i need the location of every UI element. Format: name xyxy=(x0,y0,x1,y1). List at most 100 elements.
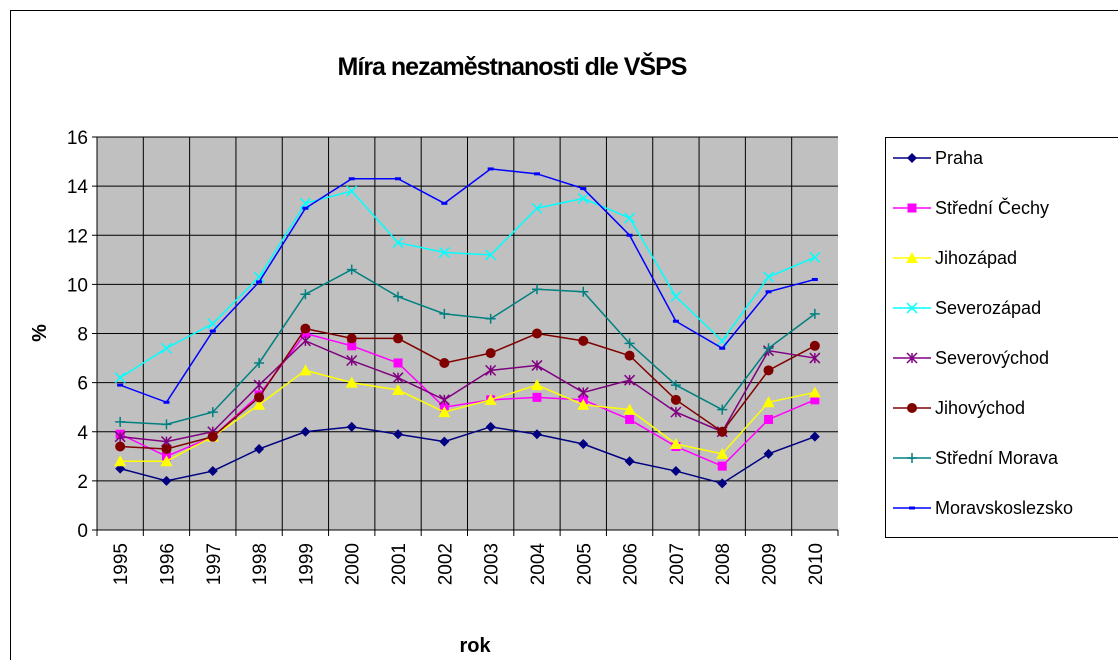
x-tick-label: 2000 xyxy=(343,543,364,585)
marker xyxy=(764,414,774,424)
marker xyxy=(254,357,265,368)
legend-label: Praha xyxy=(935,148,984,168)
marker xyxy=(906,352,918,364)
marker xyxy=(533,172,540,176)
y-tick-label: 10 xyxy=(67,275,88,296)
legend-label: Střední Čechy xyxy=(935,197,1049,218)
marker xyxy=(577,386,589,398)
marker xyxy=(392,237,404,249)
marker xyxy=(161,443,172,454)
marker xyxy=(719,346,726,350)
marker xyxy=(160,455,173,467)
marker xyxy=(299,335,311,347)
marker xyxy=(717,461,727,471)
marker xyxy=(392,383,405,395)
marker xyxy=(530,379,543,391)
marker xyxy=(670,394,681,405)
marker xyxy=(809,340,820,351)
marker xyxy=(441,201,448,205)
marker xyxy=(256,280,263,284)
marker xyxy=(160,342,172,354)
marker xyxy=(716,447,729,459)
marker xyxy=(207,407,218,418)
series-line xyxy=(120,339,815,443)
y-tick-label: 4 xyxy=(77,423,88,444)
marker xyxy=(577,398,590,410)
marker xyxy=(161,419,172,430)
marker xyxy=(439,357,450,368)
marker xyxy=(809,431,820,442)
marker xyxy=(624,212,636,224)
marker xyxy=(115,441,126,452)
x-tick-label: 2005 xyxy=(574,543,595,585)
marker xyxy=(624,338,635,349)
marker xyxy=(438,246,450,258)
marker xyxy=(487,167,494,171)
marker xyxy=(345,376,358,388)
marker xyxy=(346,354,358,367)
x-tick-label: 2003 xyxy=(482,543,503,585)
marker xyxy=(532,392,542,402)
marker xyxy=(672,319,679,323)
marker xyxy=(300,426,311,437)
marker xyxy=(670,380,681,391)
marker xyxy=(439,308,450,319)
x-tick-label: 2009 xyxy=(760,543,781,585)
marker xyxy=(763,365,774,376)
legend-label: Střední Morava xyxy=(935,448,1059,468)
series-line xyxy=(119,332,816,468)
marker xyxy=(348,177,355,181)
marker xyxy=(531,429,542,440)
x-tick-label: 1995 xyxy=(111,543,132,585)
marker xyxy=(484,393,497,405)
marker xyxy=(115,416,126,427)
marker xyxy=(909,506,915,510)
marker xyxy=(577,192,589,204)
marker xyxy=(439,436,450,447)
x-tick-label: 2010 xyxy=(806,543,827,585)
series-line xyxy=(119,168,816,404)
marker xyxy=(669,438,682,450)
marker xyxy=(907,153,917,163)
marker xyxy=(346,185,358,197)
x-tick-label: 2001 xyxy=(389,543,410,585)
marker xyxy=(254,392,265,403)
marker xyxy=(253,379,265,391)
x-tick-label: 2004 xyxy=(528,543,549,586)
marker xyxy=(531,284,542,295)
marker xyxy=(763,271,775,283)
legend-label: Jihozápad xyxy=(935,248,1017,268)
legend-label: Severozápad xyxy=(935,298,1041,318)
marker xyxy=(346,333,357,344)
marker xyxy=(207,431,218,442)
marker xyxy=(485,421,496,432)
marker xyxy=(717,478,728,489)
marker xyxy=(114,372,126,384)
marker xyxy=(808,386,821,398)
legend-label: Moravskoslezsko xyxy=(935,498,1073,518)
x-tick-label: 2008 xyxy=(713,543,734,585)
marker xyxy=(114,455,127,467)
marker xyxy=(438,394,450,406)
marker xyxy=(906,302,918,314)
marker xyxy=(762,396,775,408)
marker xyxy=(623,403,636,415)
marker xyxy=(624,374,636,386)
y-axis-label: % xyxy=(29,324,51,342)
marker xyxy=(253,271,265,283)
x-tick-label: 1999 xyxy=(296,543,317,585)
y-tick-label: 2 xyxy=(77,472,88,493)
marker xyxy=(163,400,170,404)
marker xyxy=(393,291,404,302)
y-tick-label: 0 xyxy=(77,521,88,542)
y-tick-label: 8 xyxy=(77,325,88,346)
marker xyxy=(346,421,357,432)
series-line xyxy=(120,268,816,426)
marker xyxy=(485,249,497,261)
marker xyxy=(531,202,543,214)
y-tick-label: 12 xyxy=(67,226,88,247)
marker xyxy=(624,456,635,467)
marker xyxy=(907,203,917,213)
y-tick-label: 16 xyxy=(67,128,88,149)
marker xyxy=(438,406,451,418)
